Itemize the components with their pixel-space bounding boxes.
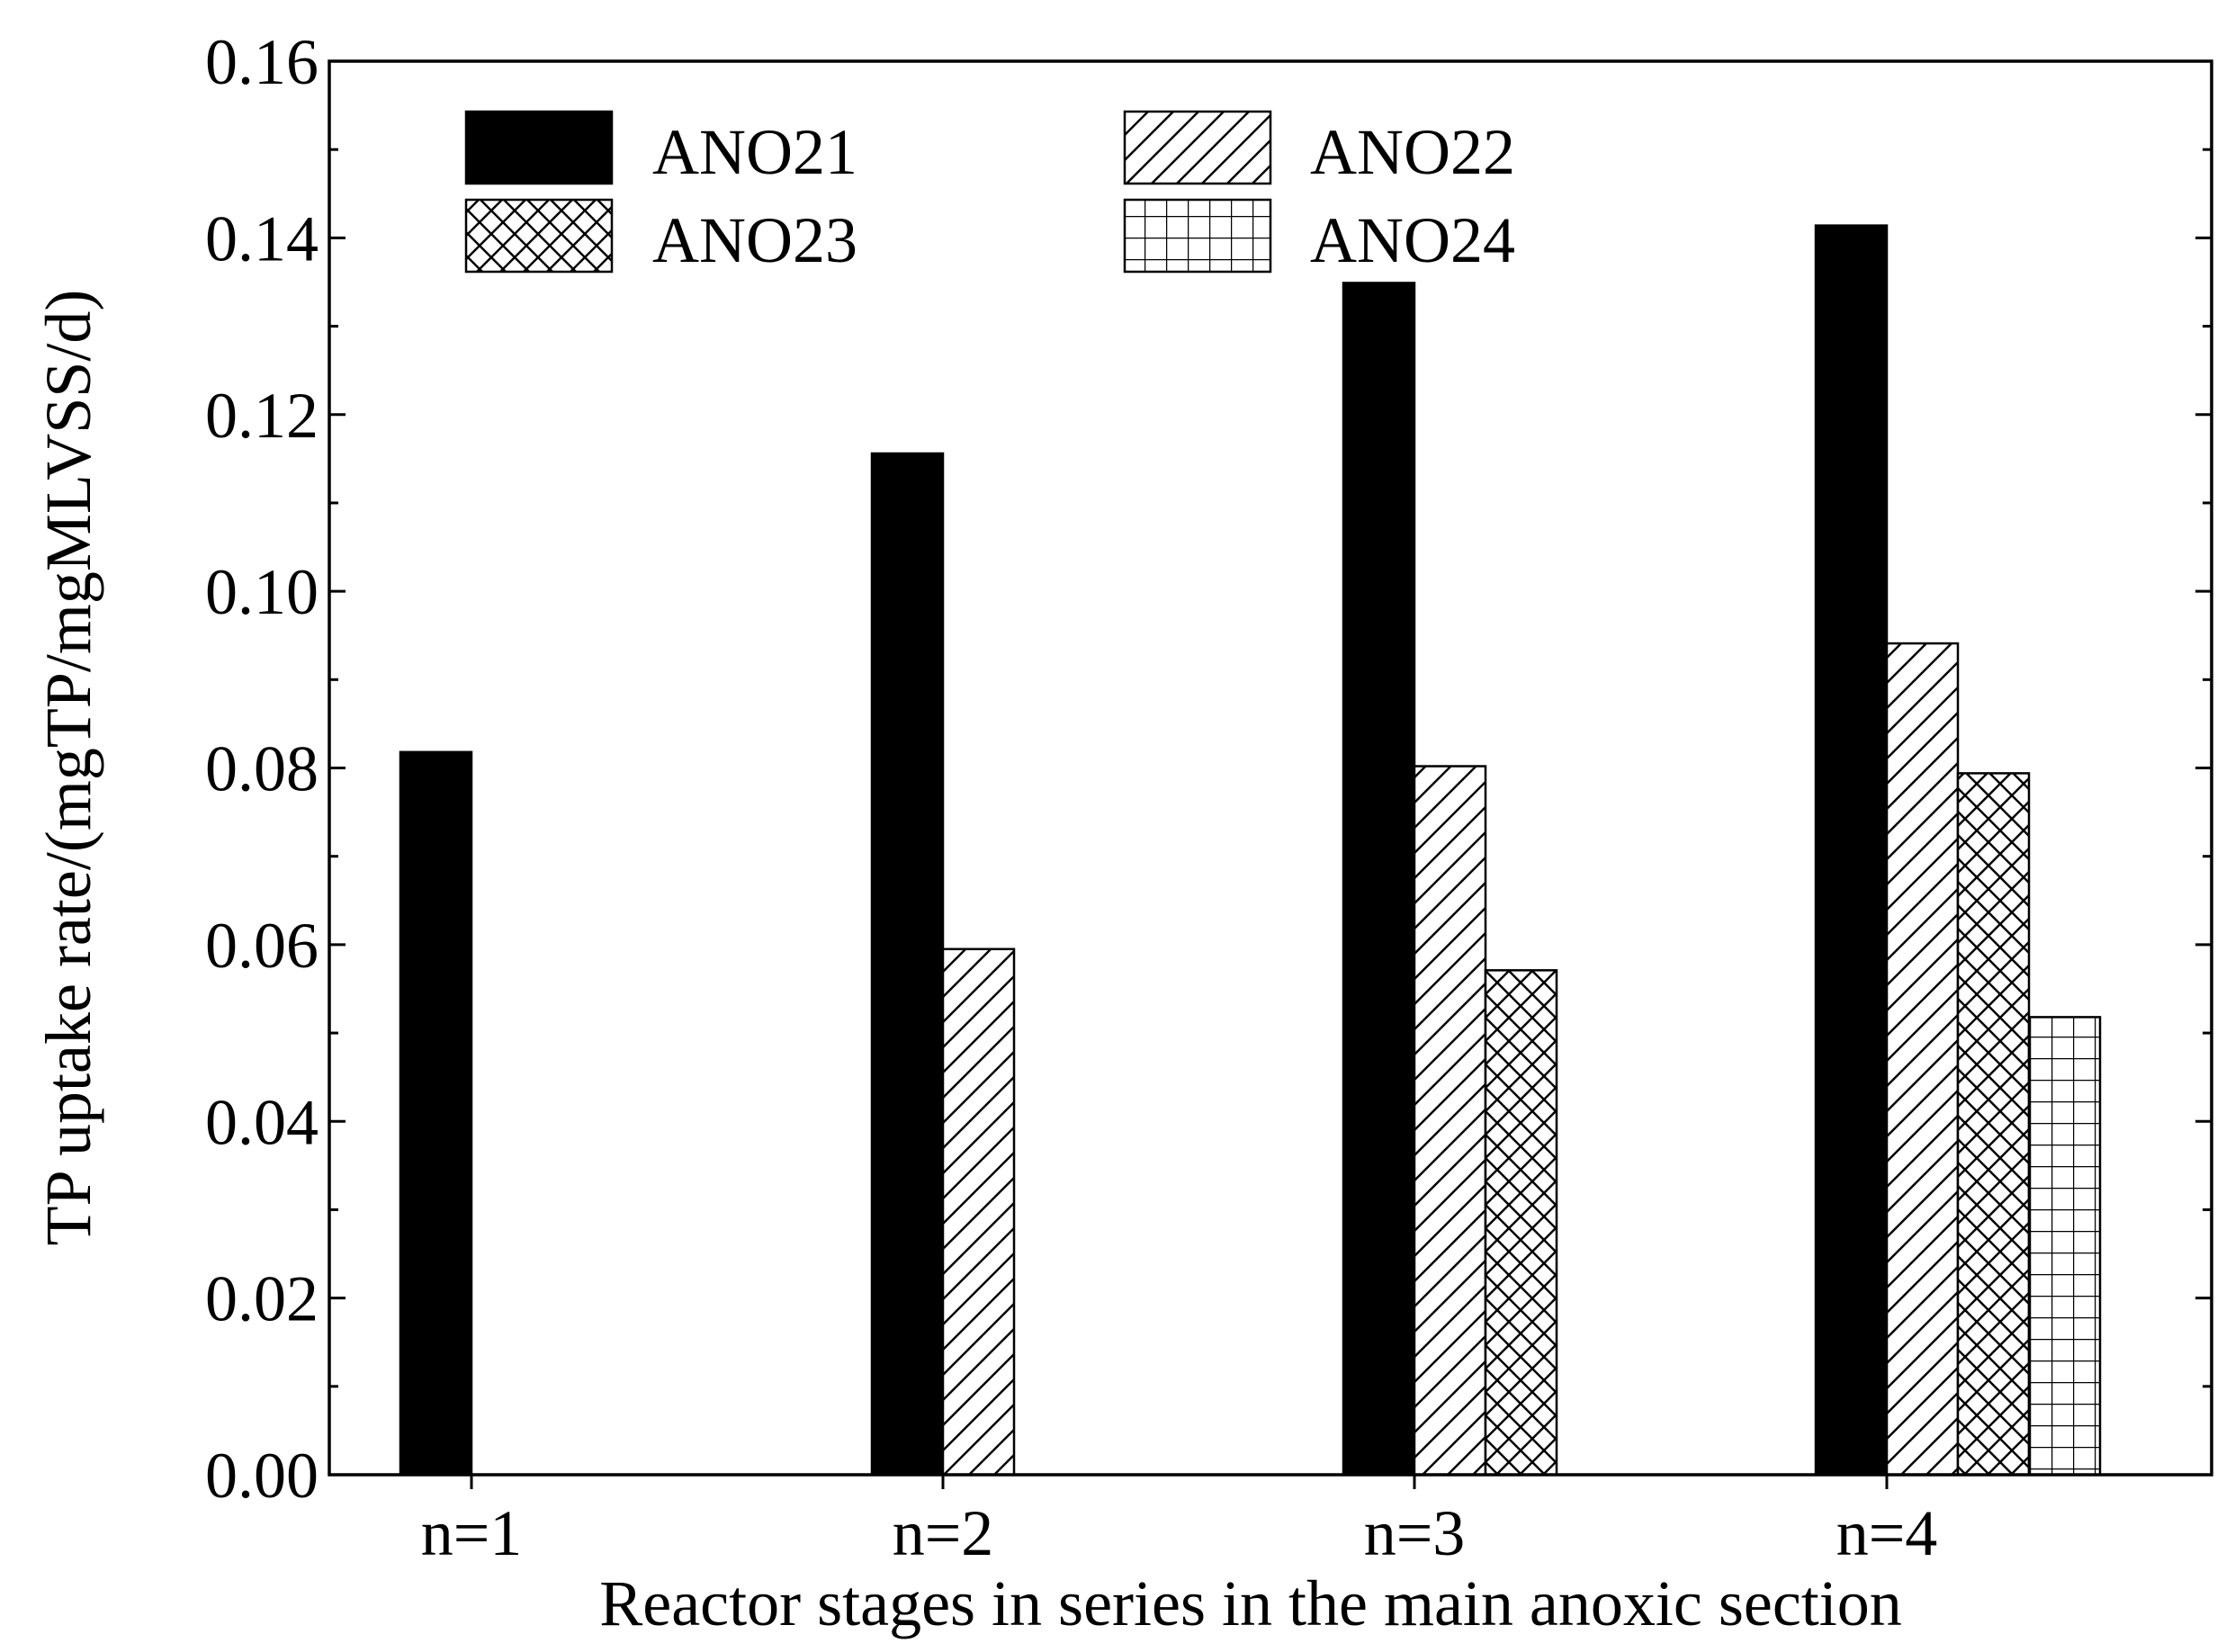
y-tick-label: 0.16 [205, 26, 319, 98]
y-tick-label: 0.06 [205, 910, 319, 982]
plot-frame [328, 59, 2213, 1477]
legend-swatch-ANO22 [1123, 110, 1272, 185]
legend-label-ANO21: ANO21 [652, 116, 857, 188]
legend-swatch-ANO21 [464, 110, 614, 185]
bar-ANO21-n=1 [399, 750, 473, 1477]
x-tick-label: n=1 [421, 1497, 523, 1569]
bar-ANO21-n=2 [870, 452, 945, 1477]
x-tick-label: n=2 [893, 1497, 994, 1569]
bar-ANO23-n=3 [1484, 969, 1558, 1477]
bar-ANO21-n=4 [1814, 224, 1889, 1477]
y-tick-label: 0.04 [205, 1086, 319, 1158]
x-axis-title: Reactor stages in series in the main ano… [599, 1567, 1902, 1639]
bar-ANO22-n=3 [1413, 765, 1487, 1477]
bar-ANO21-n=3 [1342, 282, 1416, 1477]
x-tick-label: n=3 [1364, 1497, 1466, 1569]
y-tick-label: 0.12 [205, 380, 319, 452]
bar-ANO22-n=2 [941, 947, 1016, 1477]
legend: ANO21 ANO22 ANO23 ANO24 [464, 110, 1515, 276]
y-tick-label: 0.00 [205, 1440, 319, 1512]
x-tick-label: n=4 [1836, 1497, 1938, 1569]
legend-swatch-ANO24 [1123, 198, 1272, 274]
y-tick-label: 0.10 [205, 556, 319, 628]
legend-label-ANO23: ANO23 [652, 204, 857, 276]
axis-ticks: 0.00 0.02 0.04 0.06 0.08 0.10 0.12 0.14 0.16 n=1 n… [205, 26, 2212, 1569]
legend-label-ANO22: ANO22 [1310, 116, 1515, 188]
y-tick-label: 0.02 [205, 1263, 319, 1335]
bar-ANO23-n=4 [1956, 772, 2031, 1477]
bar-ANO22-n=4 [1885, 642, 1960, 1477]
y-axis-title: TP uptake rate/(mgTP/mgMLVSS/d) [32, 290, 104, 1246]
bar-ANO24-n=4 [2027, 1016, 2102, 1477]
bars-group [399, 224, 2102, 1477]
legend-label-ANO24: ANO24 [1310, 204, 1515, 276]
y-tick-label: 0.14 [205, 202, 319, 274]
legend-swatch-ANO23 [464, 198, 614, 274]
y-tick-label: 0.08 [205, 733, 319, 805]
